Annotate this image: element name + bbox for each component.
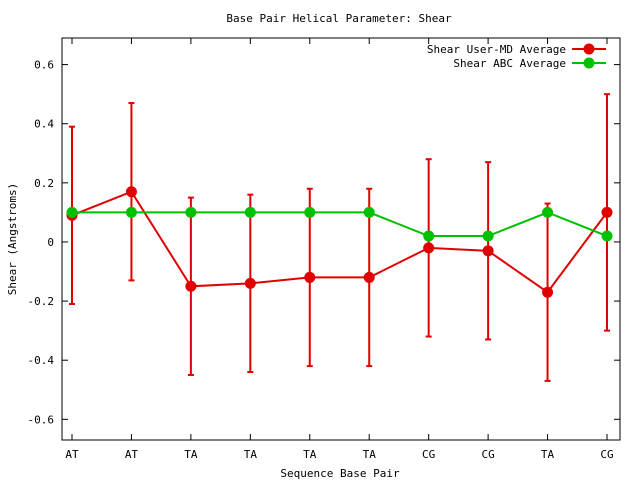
data-point-series-0 — [423, 242, 435, 254]
y-axis-label: Shear (Angstroms) — [6, 183, 19, 296]
plot-area — [61, 37, 621, 441]
x-tick-label: TA — [541, 448, 555, 461]
data-point-series-0 — [482, 245, 494, 257]
data-point-series-0 — [304, 271, 316, 283]
data-point-series-1 — [66, 206, 78, 218]
series-lines — [71, 190, 608, 294]
data-point-series-0 — [601, 206, 613, 218]
data-point-series-1 — [363, 206, 375, 218]
y-tick-label: 0.6 — [34, 59, 54, 72]
data-point-series-0 — [542, 286, 554, 298]
data-point-series-1 — [304, 206, 316, 218]
data-point-series-1 — [482, 230, 494, 242]
y-tick-label: 0.2 — [34, 177, 54, 190]
x-tick-label: CG — [600, 448, 613, 461]
data-point-series-1 — [244, 206, 256, 218]
x-tick-label: TA — [303, 448, 317, 461]
y-axis-ticks: -0.6 -0.4 -0.2 0 0.2 0.4 0.6 — [28, 59, 620, 426]
x-tick-label: AT — [65, 448, 79, 461]
x-tick-label: TA — [244, 448, 258, 461]
y-tick-label: 0.4 — [34, 118, 54, 131]
x-tick-label: TA — [363, 448, 377, 461]
x-tick-label: CG — [481, 448, 494, 461]
chart-title: Base Pair Helical Parameter: Shear — [226, 12, 452, 25]
data-point-series-1 — [185, 206, 197, 218]
y-tick-label: 0 — [47, 236, 54, 249]
data-point-series-0 — [125, 186, 137, 198]
data-point-series-1 — [601, 230, 613, 242]
legend-label-1: Shear ABC Average — [453, 57, 566, 70]
data-point-series-1 — [542, 206, 554, 218]
legend-marker-0 — [583, 43, 595, 55]
x-axis-label: Sequence Base Pair — [280, 467, 400, 480]
series-line-1 — [72, 211, 608, 238]
y-tick-label: -0.6 — [28, 413, 55, 426]
x-axis-ticks: AT AT TA TA TA TA CG CG TA CG — [65, 38, 614, 461]
data-point-series-0 — [244, 277, 256, 289]
data-point-series-1 — [125, 206, 137, 218]
series-line-0 — [71, 190, 608, 294]
series-points — [66, 186, 613, 298]
data-point-series-0 — [363, 271, 375, 283]
legend-marker-1 — [583, 57, 595, 69]
error-bars — [69, 93, 610, 382]
data-point-series-0 — [185, 280, 197, 292]
data-point-series-1 — [423, 230, 435, 242]
x-tick-label: CG — [422, 448, 435, 461]
y-tick-label: -0.2 — [28, 295, 55, 308]
y-tick-label: -0.4 — [28, 354, 55, 367]
x-tick-label: AT — [125, 448, 139, 461]
legend-label-0: Shear User-MD Average — [427, 43, 566, 56]
x-tick-label: TA — [184, 448, 198, 461]
